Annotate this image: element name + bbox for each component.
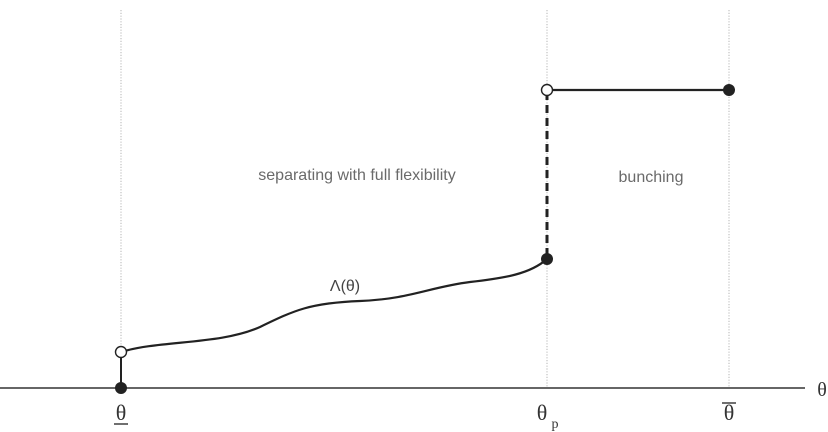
tick-label-theta-high: θ <box>724 400 735 425</box>
open-point-theta-low <box>114 345 128 359</box>
lambda-curve <box>120 258 548 354</box>
bunching-region-label: bunching <box>619 169 684 186</box>
tick-label-theta-p: θ <box>537 400 548 425</box>
lambda-curve-label: Λ(θ) <box>330 278 360 295</box>
open-point-theta-p <box>540 83 554 97</box>
axis-name-theta: θ <box>817 379 827 401</box>
filled-point-theta-high <box>723 84 735 96</box>
filled-point-theta-p <box>541 253 553 265</box>
tick-label-theta-p-subscript: p <box>552 417 559 432</box>
filled-point-theta-low-axis <box>115 382 127 394</box>
separating-region-label: separating with full flexibility <box>258 167 455 184</box>
tick-label-theta-low: θ <box>116 400 127 425</box>
